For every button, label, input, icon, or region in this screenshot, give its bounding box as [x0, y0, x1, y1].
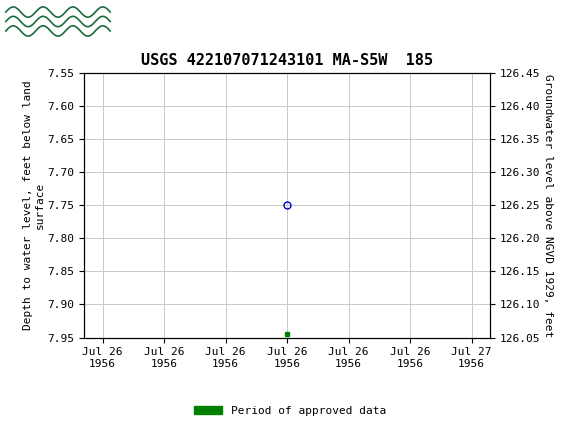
Legend: Period of approved data: Period of approved data	[190, 401, 390, 420]
Text: USGS: USGS	[133, 12, 202, 31]
Bar	[0, 0, 128, 43]
Title: USGS 422107071243101 MA-S5W  185: USGS 422107071243101 MA-S5W 185	[141, 53, 433, 68]
Y-axis label: Groundwater level above NGVD 1929, feet: Groundwater level above NGVD 1929, feet	[543, 74, 553, 337]
Y-axis label: Depth to water level, feet below land
surface: Depth to water level, feet below land su…	[23, 80, 45, 330]
